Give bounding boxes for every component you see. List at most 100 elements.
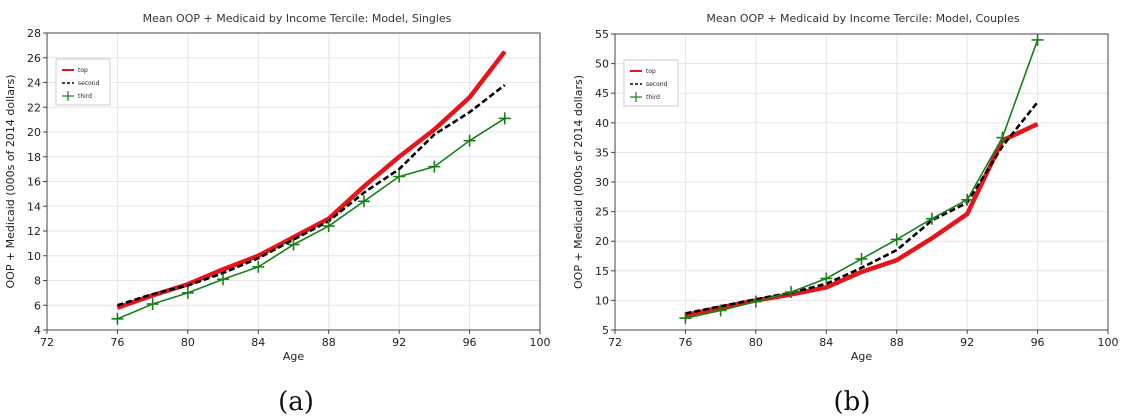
y-tick-label: 22 xyxy=(27,101,41,114)
y-tick-label: 5 xyxy=(602,324,609,337)
chart-panel-couples: Mean OOP + Medicaid by Income Tercile: M… xyxy=(572,12,1119,417)
series-second xyxy=(117,83,506,307)
legend-entry-top: top xyxy=(630,68,656,75)
y-tick-label: 26 xyxy=(27,52,41,65)
x-axis-label: Age xyxy=(851,350,873,363)
series-third xyxy=(679,33,1044,325)
data-point-third xyxy=(498,112,511,125)
x-tick-label: 96 xyxy=(463,336,477,349)
y-tick-label: 55 xyxy=(595,28,609,41)
series-line-second xyxy=(117,83,506,307)
gridlines xyxy=(46,32,541,331)
data-point-third xyxy=(463,134,476,147)
y-tick-label: 6 xyxy=(34,299,41,312)
data-point-third xyxy=(428,160,441,173)
x-tick-label: 88 xyxy=(322,336,336,349)
y-axis-label: OOP + Medicaid (000s of 2014 dollars) xyxy=(572,75,585,289)
y-axis-label: OOP + Medicaid (000s of 2014 dollars) xyxy=(4,75,17,289)
data-point-third xyxy=(785,286,798,299)
data-point-third xyxy=(679,312,692,325)
y-tick-label: 4 xyxy=(34,324,41,337)
data-point-third xyxy=(287,238,300,251)
legend: top second third xyxy=(623,59,679,107)
legend-label-third: third xyxy=(646,94,660,101)
x-tick-label: 84 xyxy=(819,336,833,349)
data-point-third xyxy=(820,272,833,285)
data-point-third xyxy=(890,233,903,246)
x-tick-label: 88 xyxy=(890,336,904,349)
y-tick-label: 50 xyxy=(595,58,609,71)
x-tick-label: 72 xyxy=(40,336,54,349)
y-tick-label: 30 xyxy=(595,176,609,189)
legend-label-top: top xyxy=(78,67,88,74)
x-tick-label: 84 xyxy=(251,336,265,349)
panel-label: (a) xyxy=(278,387,314,417)
data-point-third xyxy=(714,304,727,317)
data-point-third xyxy=(252,260,265,273)
y-tick-label: 20 xyxy=(595,235,609,248)
y-tick-label: 18 xyxy=(27,151,41,164)
chart-title: Mean OOP + Medicaid by Income Tercile: M… xyxy=(706,12,1019,25)
y-tick-label: 25 xyxy=(595,206,609,219)
y-tick-label: 20 xyxy=(27,126,41,139)
x-tick-label: 76 xyxy=(678,336,692,349)
y-tick-label: 45 xyxy=(595,87,609,100)
data-point-third xyxy=(749,295,762,308)
series-second xyxy=(685,101,1039,315)
x-tick-label: 80 xyxy=(181,336,195,349)
y-tick-label: 14 xyxy=(27,200,41,213)
data-point-third xyxy=(357,195,370,208)
data-point-third xyxy=(1031,33,1044,46)
data-point-third xyxy=(322,220,335,233)
data-point-third xyxy=(181,286,194,299)
x-tick-label: 100 xyxy=(1098,336,1119,349)
y-tick-label: 8 xyxy=(34,275,41,288)
series-line-second xyxy=(685,101,1039,315)
legend-label-second: second xyxy=(646,81,668,88)
y-tick-label: 10 xyxy=(595,294,609,307)
x-tick-label: 80 xyxy=(749,336,763,349)
y-tick-label: 10 xyxy=(27,250,41,263)
legend-entry-second: second xyxy=(630,81,668,88)
x-axis-label: Age xyxy=(283,350,305,363)
chart-panel-singles: Mean OOP + Medicaid by Income Tercile: M… xyxy=(4,12,551,417)
panel-label: (b) xyxy=(834,387,871,417)
x-tick-label: 72 xyxy=(608,336,622,349)
series-top xyxy=(116,50,507,310)
legend-entry-second: second xyxy=(62,80,100,87)
data-point-third xyxy=(217,273,230,286)
data-point-third xyxy=(111,312,124,325)
data-point-third xyxy=(146,298,159,311)
legend-box xyxy=(623,59,679,107)
plot-frame xyxy=(614,33,1109,331)
y-tick-label: 40 xyxy=(595,117,609,130)
series-line-top xyxy=(116,50,507,310)
plot-frame xyxy=(46,32,541,331)
x-tick-label: 92 xyxy=(392,336,406,349)
legend-entry-top: top xyxy=(62,67,88,74)
series-third xyxy=(111,112,511,325)
legend-label-second: second xyxy=(78,80,100,87)
data-point-third xyxy=(393,170,406,183)
x-tick-label: 96 xyxy=(1031,336,1045,349)
gridlines xyxy=(614,33,1109,331)
x-tick-label: 92 xyxy=(960,336,974,349)
data-point-third xyxy=(961,193,974,206)
y-tick-label: 15 xyxy=(595,265,609,278)
chart-title: Mean OOP + Medicaid by Income Tercile: M… xyxy=(143,12,452,25)
y-tick-label: 28 xyxy=(27,27,41,40)
x-tick-label: 76 xyxy=(110,336,124,349)
data-point-third xyxy=(855,252,868,265)
legend-entry-third: third xyxy=(62,91,92,101)
data-point-third xyxy=(925,212,938,225)
y-tick-label: 12 xyxy=(27,225,41,238)
x-tick-label: 100 xyxy=(530,336,551,349)
legend-label-third: third xyxy=(78,93,92,100)
y-tick-label: 16 xyxy=(27,176,41,189)
y-tick-label: 35 xyxy=(595,146,609,159)
data-point-third xyxy=(996,131,1009,144)
series-line-third xyxy=(117,117,506,320)
y-tick-label: 24 xyxy=(27,77,41,90)
legend-entry-third: third xyxy=(630,92,660,102)
